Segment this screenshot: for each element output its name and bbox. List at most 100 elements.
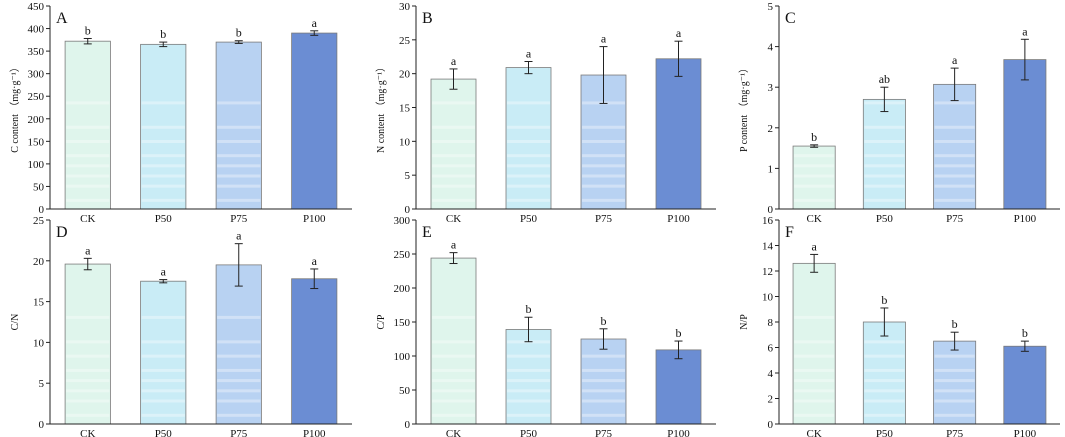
bar-stripe <box>432 125 475 129</box>
bar-stripe <box>507 354 550 358</box>
y-tick-label: 200 <box>394 283 411 295</box>
y-tick-label: 5 <box>39 378 45 390</box>
bar-stripe <box>864 354 905 358</box>
bar-p50 <box>505 67 552 210</box>
y-tick-label: 0 <box>768 419 774 431</box>
x-tick-label: P50 <box>876 213 894 225</box>
bar-ck <box>64 263 111 425</box>
bar-group-ck: a CK <box>430 54 477 225</box>
bar-stripe <box>432 198 475 202</box>
y-tick-label: 5 <box>405 170 411 182</box>
bar-stripe <box>141 125 185 129</box>
bar-stripe <box>217 399 261 403</box>
bar-group-p75: b P75 <box>580 314 627 437</box>
significance-letter: b <box>601 314 607 328</box>
bar-group-p100: a P100 <box>1003 24 1047 225</box>
bar-stripe <box>934 125 975 129</box>
bar-stripe <box>217 184 261 188</box>
bar-stripe <box>217 101 261 105</box>
y-tick-label: 100 <box>394 351 411 363</box>
bar-ck <box>792 262 836 425</box>
y-tick-label: 350 <box>28 46 45 58</box>
bar-stripe <box>864 154 905 158</box>
bar-group-ck: b CK <box>792 130 836 225</box>
bar-stripe <box>794 198 835 202</box>
bar-stripe <box>66 125 110 129</box>
bar-p50 <box>505 329 552 425</box>
bar-ck <box>792 145 836 210</box>
bar-stripe <box>934 379 975 383</box>
bar-p100 <box>1003 345 1047 425</box>
panel-label: C <box>785 10 796 27</box>
bar-group-p75: b P75 <box>215 26 262 225</box>
bar-stripe <box>794 368 835 372</box>
bar-stripe <box>432 368 475 372</box>
y-axis-label: C/N <box>10 314 21 331</box>
bar-p100 <box>291 32 338 210</box>
y-axis-label: P content （mg·g⁻¹） <box>738 63 750 152</box>
y-tick-label: 2 <box>768 123 774 135</box>
y-tick-label: 300 <box>394 215 411 227</box>
bar-p50 <box>140 280 187 425</box>
x-tick-label: P50 <box>876 428 894 437</box>
bar-stripe <box>934 164 975 168</box>
bar-stripe <box>582 164 625 168</box>
x-tick-label: CK <box>80 428 95 437</box>
bar-stripe <box>794 389 835 393</box>
bar-stripe <box>66 198 110 202</box>
bar-group-ck: a CK <box>430 238 477 437</box>
bar-stripe <box>66 340 110 344</box>
y-tick-label: 10 <box>399 136 411 148</box>
y-tick-label: 0 <box>405 204 411 216</box>
y-tick-label: 8 <box>768 317 774 329</box>
y-tick-label: 15 <box>33 297 45 309</box>
x-tick-label: P100 <box>667 213 690 225</box>
y-tick-label: 0 <box>768 204 774 216</box>
bar-stripe <box>432 315 475 319</box>
bar-p100 <box>655 58 702 210</box>
bar-stripe <box>864 389 905 393</box>
bar-stripe <box>66 413 110 417</box>
bar-stripe <box>432 413 475 417</box>
bar-stripe <box>507 379 550 383</box>
x-tick-label: P50 <box>520 428 538 437</box>
y-tick-label: 4 <box>768 42 774 54</box>
significance-letter: a <box>451 54 457 68</box>
bar-stripe <box>432 379 475 383</box>
y-tick-label: 250 <box>394 249 411 261</box>
bar-stripe <box>217 413 261 417</box>
panel-d: a CK a P50 a P75 a P100 0 5 10 15 20 25 C/N D <box>10 215 352 437</box>
bar-group-p75: a P75 <box>933 53 977 225</box>
y-tick-label: 300 <box>28 69 45 81</box>
bar-stripe <box>217 154 261 158</box>
bar-stripe <box>66 399 110 403</box>
bar-group-p100: a P100 <box>291 254 338 437</box>
x-tick-label: P100 <box>303 428 326 437</box>
y-tick-label: 25 <box>33 215 45 227</box>
panel-f: a CK b P50 b P75 b P100 0 2 4 6 8 10 12 14 16 N/P F <box>739 215 1060 437</box>
y-tick-label: 150 <box>394 317 411 329</box>
bar-stripe <box>432 399 475 403</box>
bar-stripe <box>582 174 625 178</box>
bar-stripe <box>141 139 185 143</box>
bar-stripe <box>432 164 475 168</box>
y-tick-label: 200 <box>28 114 45 126</box>
bar-stripe <box>582 154 625 158</box>
bar-stripe <box>582 184 625 188</box>
panel-e: a CK b P50 b P75 b P100 0 50 100 150 200 250 300 C/P E <box>376 215 716 437</box>
bar-stripe <box>864 413 905 417</box>
panel-label: A <box>56 10 68 27</box>
significance-letter: a <box>676 26 682 40</box>
panel-label: F <box>785 224 794 241</box>
bar-stripe <box>432 340 475 344</box>
x-tick-label: P75 <box>946 213 964 225</box>
bar-stripe <box>141 340 185 344</box>
bar-stripe <box>66 354 110 358</box>
bar-stripe <box>582 389 625 393</box>
bar-group-p100: b P100 <box>655 326 702 437</box>
y-tick-label: 50 <box>33 181 45 193</box>
x-tick-label: P100 <box>1014 428 1037 437</box>
bar-group-p75: b P75 <box>933 317 977 437</box>
bar-stripe <box>141 379 185 383</box>
